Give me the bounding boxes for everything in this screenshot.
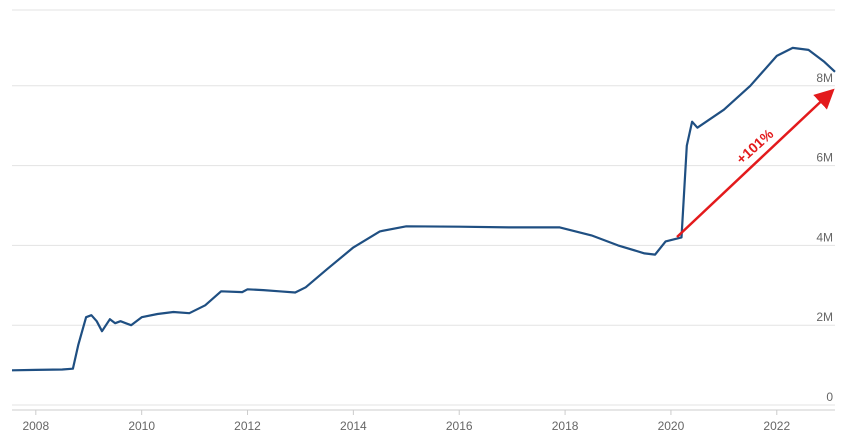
- x-tick-label: 2018: [552, 419, 579, 433]
- y-tick-label: 8M: [816, 71, 833, 85]
- x-tick-label: 2022: [763, 419, 790, 433]
- x-tick-label: 2010: [128, 419, 155, 433]
- y-tick-label: 0: [826, 390, 833, 404]
- y-tick-label: 6M: [816, 151, 833, 165]
- y-tick-label: 4M: [816, 230, 833, 244]
- x-tick-label: 2016: [446, 419, 473, 433]
- x-tick-label: 2020: [658, 419, 685, 433]
- x-tick-label: 2012: [234, 419, 261, 433]
- x-tick-label: 2014: [340, 419, 367, 433]
- x-tick-label: 2008: [22, 419, 49, 433]
- annotation: +101%: [733, 125, 777, 167]
- y-tick-label: 2M: [816, 310, 833, 324]
- data-line: [11, 46, 836, 372]
- annotation-arrow: [676, 88, 835, 238]
